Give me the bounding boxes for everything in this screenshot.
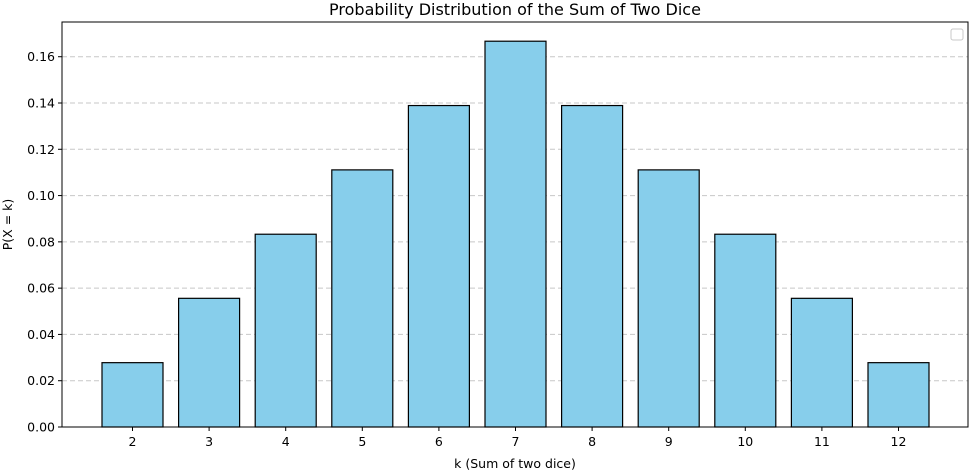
bar-7 (484, 40, 547, 428)
x-tick-label: 11 (814, 434, 830, 449)
bar-8 (560, 104, 624, 428)
x-axis: 2 3 4 5 6 7 8 9 10 11 12 (129, 427, 907, 449)
bar-3 (178, 297, 241, 428)
bar-10 (714, 233, 777, 428)
bar-11 (790, 297, 854, 428)
bar-9 (637, 169, 700, 428)
bar-4 (254, 233, 317, 428)
y-axis: 0.00 0.02 0.04 0.06 0.08 0.10 0.12 0.14 0.16 (27, 49, 62, 435)
bars (101, 40, 930, 428)
y-tick-label: 0.12 (27, 142, 55, 157)
bar-5 (331, 169, 394, 428)
y-tick-label: 0.04 (27, 327, 55, 342)
x-tick-label: 10 (737, 434, 753, 449)
y-tick-label: 0.00 (27, 420, 55, 435)
x-tick-label: 6 (435, 434, 443, 449)
x-axis-label: k (Sum of two dice) (454, 456, 576, 470)
x-tick-label: 2 (129, 434, 137, 449)
y-tick-label: 0.10 (27, 188, 55, 203)
legend-box (950, 28, 964, 41)
x-tick-label: 7 (512, 434, 520, 449)
x-tick-label: 9 (665, 434, 673, 449)
y-tick-label: 0.06 (27, 281, 55, 296)
bar-12 (867, 362, 930, 428)
y-tick-label: 0.16 (27, 49, 55, 64)
x-tick-label: 4 (282, 434, 290, 449)
plot-frame (61, 21, 969, 428)
y-tick-label: 0.02 (27, 373, 55, 388)
bar-6 (407, 104, 470, 428)
chart-title: Probability Distribution of the Sum of T… (329, 0, 701, 19)
y-tick-label: 0.14 (27, 96, 55, 111)
y-axis-label: P(X = k) (0, 199, 15, 251)
x-tick-label: 3 (205, 434, 213, 449)
x-tick-label: 5 (358, 434, 366, 449)
y-tick-label: 0.08 (27, 234, 55, 249)
x-tick-label: 8 (588, 434, 596, 449)
bar-2 (101, 362, 164, 428)
x-tick-label: 12 (891, 434, 907, 449)
